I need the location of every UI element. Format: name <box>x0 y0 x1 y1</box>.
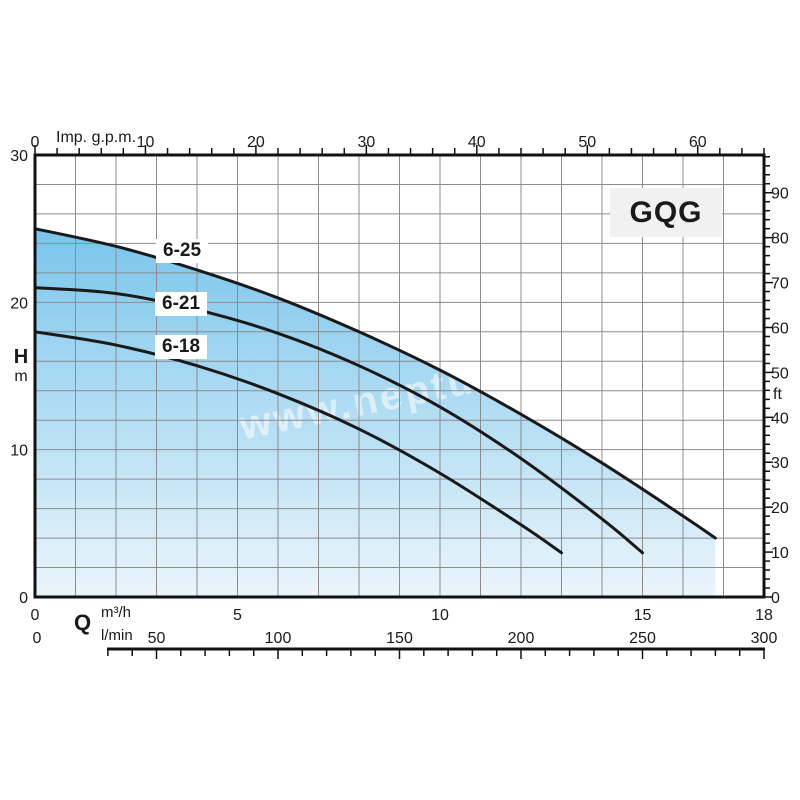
left-axis-tick-label: 0 <box>19 590 28 607</box>
right-axis-tick-label: 0 <box>771 590 780 607</box>
curve-label-6-21: 6-21 <box>155 292 208 316</box>
left-axis-unit: m <box>14 368 28 385</box>
top-axis-tick-label: 0 <box>31 134 40 151</box>
right-axis-tick-label: 70 <box>771 276 789 293</box>
right-axis-tick-label: 50 <box>771 365 789 382</box>
left-axis-tick-label: 20 <box>10 295 28 312</box>
right-axis-tick-label: 10 <box>771 545 789 562</box>
bottom-axis-title: Q <box>74 610 92 635</box>
lmin-axis-label: 300 <box>751 630 778 647</box>
left-axis-tick-label: 10 <box>10 443 28 460</box>
right-axis-tick-label: 30 <box>771 455 789 472</box>
top-axis-title: Imp. g.p.m. <box>56 129 137 146</box>
top-axis-tick-label: 30 <box>357 134 375 151</box>
bottom-axis-unit-lmin: l/min <box>101 627 133 644</box>
right-axis-tick-label: 80 <box>771 231 789 248</box>
plot-border <box>33 153 766 599</box>
bottom-axis-m3h-label: 15 <box>634 607 652 624</box>
left-axis-title: H <box>13 346 29 368</box>
lmin-axis-label: 250 <box>629 630 656 647</box>
pump-curve-6-21 <box>33 286 644 555</box>
top-axis-tick-label: 60 <box>689 134 707 151</box>
pump-curve-6-18 <box>33 330 563 555</box>
lmin-axis-label: 0 <box>33 630 42 647</box>
bottom-axis-m3h-label: 5 <box>233 607 242 624</box>
bottom-axis-unit-m3h: m³/h <box>101 604 131 621</box>
right-axis-tick-label: 20 <box>771 500 789 517</box>
lmin-axis-label: 50 <box>148 630 166 647</box>
lmin-axis-label: 200 <box>508 630 535 647</box>
right-axis-tick-label: 60 <box>771 320 789 337</box>
right-axis-unit: ft <box>773 386 782 403</box>
lmin-axis-label: 100 <box>265 630 292 647</box>
top-axis-tick-label: 50 <box>578 134 596 151</box>
top-axis-tick-label: 20 <box>247 134 265 151</box>
curve-label-6-18: 6-18 <box>155 335 208 359</box>
top-axis-tick-label: 40 <box>468 134 486 151</box>
left-axis-tick-label: 30 <box>10 148 28 165</box>
curve-label-6-25: 6-25 <box>156 239 209 263</box>
operating-area-fill <box>35 228 716 597</box>
top-axis-tick-label: 10 <box>137 134 155 151</box>
bottom-axis-m3h-label: 0 <box>31 607 40 624</box>
bottom-axis-m3h-label: 18 <box>755 607 773 624</box>
right-axis-tick-label: 90 <box>771 186 789 203</box>
lmin-axis-label: 150 <box>386 630 413 647</box>
bottom-axis-m3h-label: 10 <box>431 607 449 624</box>
pump-curve-6-25 <box>33 227 717 540</box>
right-axis-tick-label: 40 <box>771 410 789 427</box>
series-family-badge: GQG <box>610 188 722 237</box>
